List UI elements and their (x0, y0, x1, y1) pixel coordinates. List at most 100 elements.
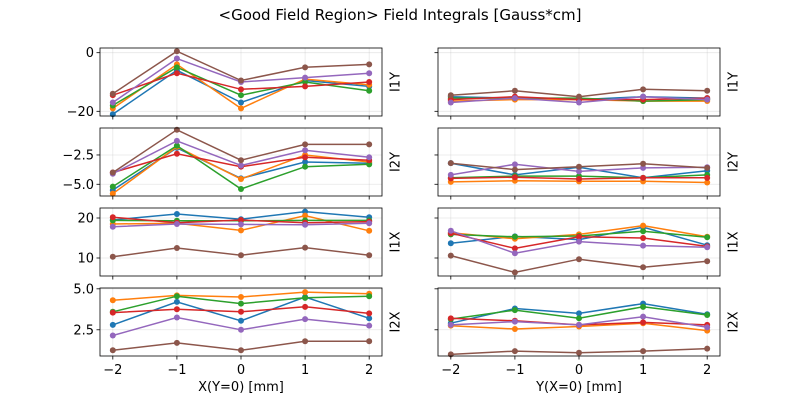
data-point (173, 142, 180, 149)
row-label: I2Y (727, 152, 742, 172)
y-tick-label: 20 (77, 212, 94, 227)
data-point (109, 309, 116, 316)
data-point (511, 318, 518, 325)
data-point (173, 314, 180, 321)
row-label: I2Y (389, 152, 404, 172)
data-point (109, 321, 116, 328)
data-point (302, 221, 309, 228)
data-point (704, 174, 711, 181)
data-point (576, 99, 582, 106)
row-label: I1X (389, 231, 404, 252)
y-tick-label: 5.0 (73, 282, 94, 297)
y-tick-label: −20 (67, 105, 94, 120)
panel-i1x-x: 20 10 I1X (77, 207, 404, 280)
data-point (238, 176, 244, 182)
data-point (704, 164, 711, 171)
data-point (302, 289, 309, 296)
data-point (447, 99, 454, 106)
data-point (511, 233, 518, 240)
y-tick-label: −5.0 (62, 178, 94, 193)
data-point (640, 228, 647, 235)
x-tick-label: 1 (301, 363, 309, 378)
data-point (238, 347, 244, 354)
data-point (109, 214, 116, 221)
x-tick-label: 1 (639, 363, 647, 378)
data-point (109, 297, 116, 304)
panel-i2y-y: I2Y (434, 127, 742, 200)
data-point (302, 159, 309, 165)
data-point (238, 217, 244, 223)
data-point (302, 338, 309, 345)
row-label: I1X (727, 231, 742, 252)
data-point (576, 163, 582, 170)
data-point (238, 77, 244, 84)
data-point (366, 338, 373, 345)
data-point (366, 161, 373, 168)
data-point (366, 70, 373, 77)
data-point (238, 86, 244, 93)
data-point (576, 256, 582, 263)
data-point (366, 87, 373, 94)
data-point (447, 227, 454, 234)
data-point (238, 294, 244, 301)
y-tick-label: 2.5 (73, 323, 94, 338)
data-point (704, 244, 711, 251)
data-point (238, 162, 244, 169)
row-label: I1Y (389, 72, 404, 92)
data-point (238, 185, 244, 192)
data-point (173, 339, 180, 346)
data-point (447, 240, 454, 247)
data-point (173, 221, 180, 227)
data-point (238, 252, 244, 259)
data-point (238, 157, 244, 164)
data-point (173, 150, 180, 157)
x-tick-label: 2 (365, 363, 373, 378)
y-tick-label: 0 (86, 46, 94, 61)
data-point (447, 160, 454, 167)
data-point (366, 315, 373, 322)
data-point (447, 171, 454, 178)
x-tick-label: −2 (441, 363, 460, 378)
row-label: I1Y (727, 72, 742, 92)
data-point (447, 321, 454, 328)
data-point (302, 154, 309, 161)
data-point (576, 310, 582, 317)
data-point (302, 163, 309, 170)
data-point (238, 92, 244, 99)
panel-i1x-y: I1X (434, 207, 742, 280)
data-point (302, 83, 309, 90)
data-point (576, 321, 582, 328)
data-point (238, 308, 244, 315)
data-point (511, 250, 518, 257)
data-point (704, 345, 711, 352)
data-point (511, 348, 518, 355)
data-point (447, 92, 454, 99)
data-point (511, 269, 518, 276)
data-point (366, 154, 373, 161)
x-tick-label: 0 (237, 363, 245, 378)
data-point (704, 96, 711, 103)
data-point (302, 316, 309, 323)
data-point (366, 227, 373, 234)
data-point (640, 235, 647, 241)
data-point (511, 174, 518, 181)
data-point (173, 64, 180, 71)
data-point (576, 315, 582, 322)
data-point (640, 222, 647, 229)
data-point (704, 87, 711, 94)
panel-i1y-y: I1Y (434, 47, 742, 120)
data-point (238, 105, 244, 112)
data-point (173, 55, 180, 62)
data-point (640, 174, 647, 181)
data-point (366, 322, 373, 329)
data-point (109, 169, 116, 176)
data-point (704, 258, 711, 265)
data-point (238, 317, 244, 324)
data-point (302, 141, 309, 148)
data-point (238, 300, 244, 307)
data-point (173, 293, 180, 300)
data-point (640, 313, 647, 320)
data-point (302, 303, 309, 310)
